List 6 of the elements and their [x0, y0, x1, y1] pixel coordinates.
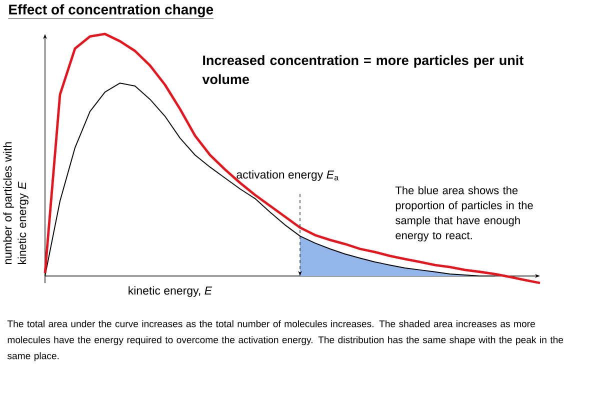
annotation: activation energy E$_{a}$ — [236, 170, 339, 181]
x-axis-title: kinetic energy, E — [128, 286, 212, 297]
annotation: Increased concentration = more particles per unit volume — [202, 55, 524, 84]
chart-title: Effect of concentration change — [9, 4, 214, 18]
annotation: The blue area shows the proportion of particles in the sample that have enough energy to react. — [395, 186, 533, 242]
text: The total area under the curve increases as the total number of molecules increases. The shaded area increases as more molecules have the energy required to overcome the activation energy. The distribution has the same shape with the peak in the same place. — [7, 320, 564, 362]
